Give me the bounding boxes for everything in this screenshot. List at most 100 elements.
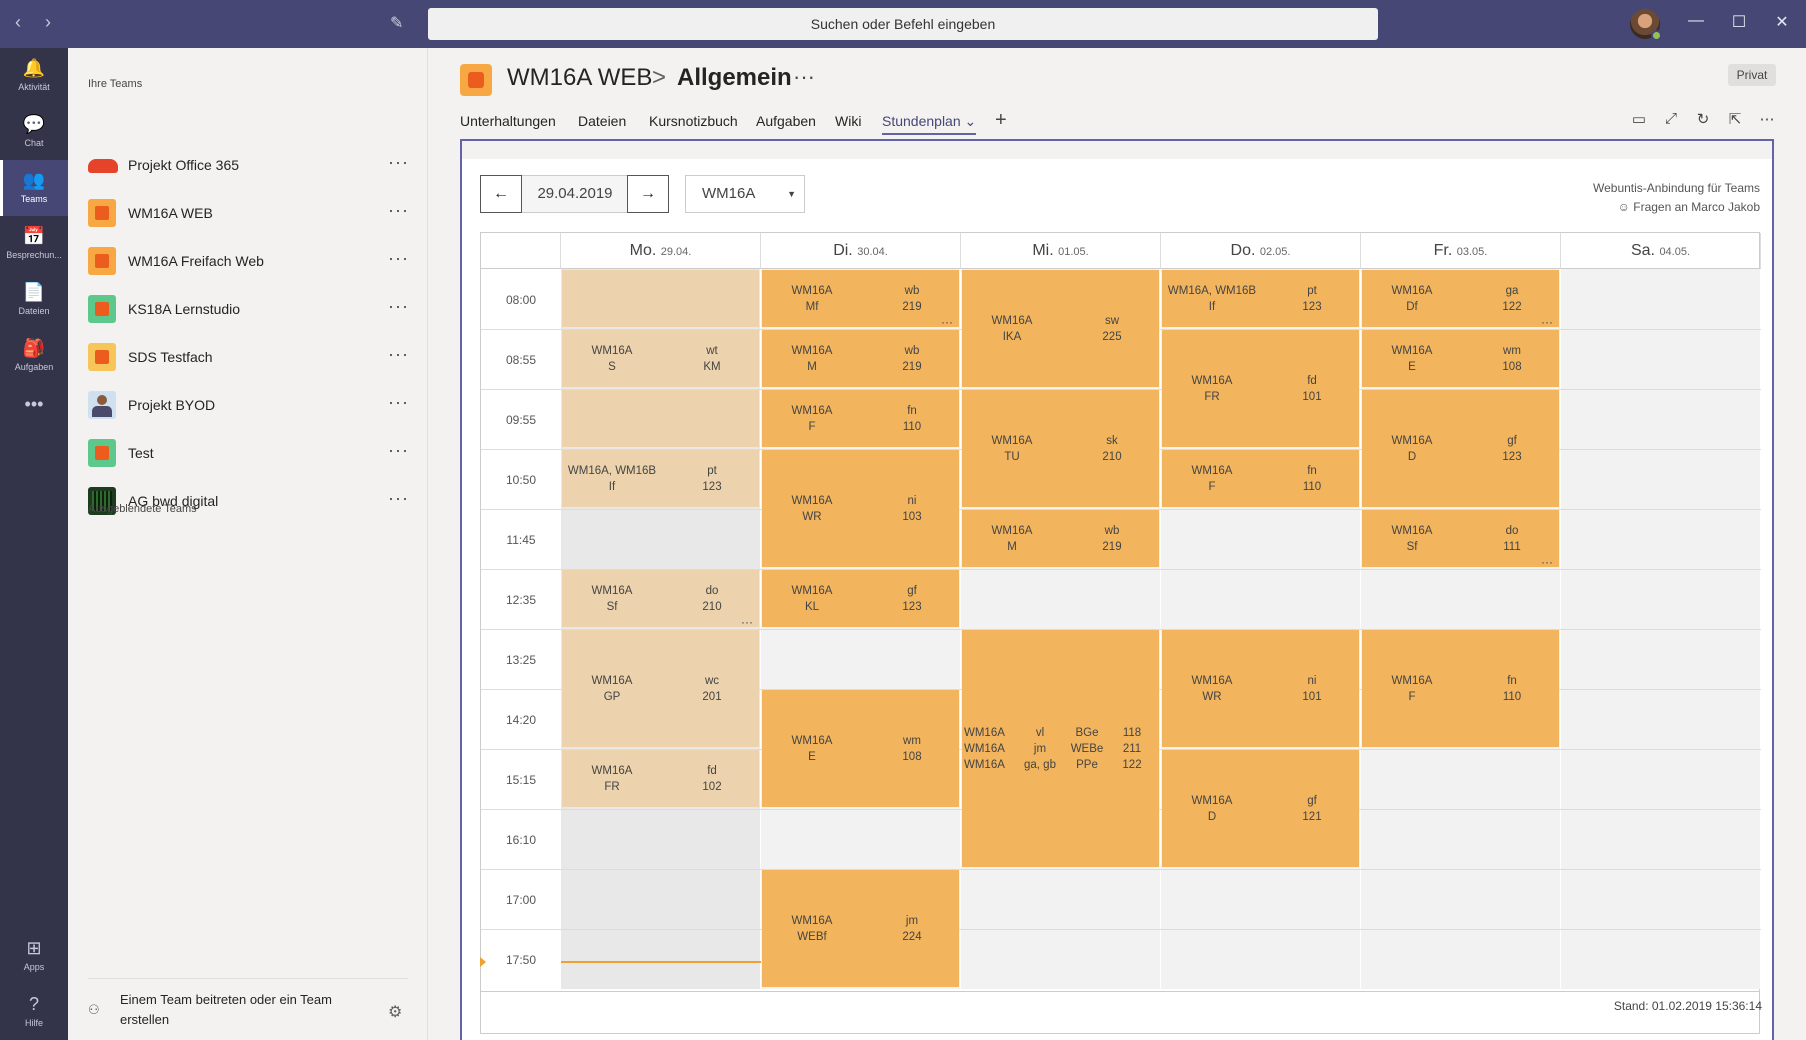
lesson-more-icon[interactable]: ··· (1541, 315, 1553, 327)
maximize-icon[interactable]: ☐ (1731, 14, 1747, 31)
gear-icon[interactable]: ⚙ (388, 1004, 403, 1021)
lesson-block[interactable]: WM16A WR ni 103 (762, 450, 959, 567)
search-input[interactable]: Suchen oder Befehl eingeben (428, 8, 1378, 40)
rail-files[interactable]: 📄 Dateien (0, 272, 68, 328)
rail-meetings-label: Besprechun... (6, 250, 62, 260)
expand-icon[interactable]: ⤢ (1664, 110, 1677, 127)
tab-wiki[interactable]: Wiki (835, 113, 862, 129)
team-avatar-icon (88, 343, 116, 371)
lesson-block[interactable]: WM16A D gf 123 (1362, 390, 1559, 507)
lesson-block[interactable]: WM16A, WM16B If pt 123 (1162, 270, 1359, 327)
more-options-icon[interactable]: ⋯ (1759, 111, 1775, 128)
class-select[interactable]: WM16A ▼ (685, 175, 805, 213)
lesson-block[interactable]: WM16A Df ga 122 ··· (1362, 270, 1559, 327)
team-more-icon[interactable]: ··· (388, 296, 409, 316)
lesson-block[interactable]: WM16A Sf do 111 ··· (1362, 510, 1559, 567)
team-name: WM16A WEB (128, 205, 213, 221)
team-more-icon[interactable]: ··· (388, 344, 409, 364)
team-title: WM16A WEB (507, 64, 653, 91)
back-arrow-icon[interactable]: ‹ (15, 12, 21, 32)
tab-timetable[interactable]: Stundenplan ⌄ (882, 113, 977, 135)
lesson-block[interactable]: WM16A TU sk 210 (962, 390, 1159, 507)
rail-chat[interactable]: 💬 Chat (0, 104, 68, 160)
lesson-block[interactable]: WM16A F fn 110 (762, 390, 959, 447)
lesson-more-icon[interactable]: ··· (741, 615, 753, 627)
day-date: 29.04. (660, 246, 692, 258)
team-more-icon[interactable]: ··· (388, 440, 409, 460)
add-tab-button[interactable]: + (995, 109, 1007, 131)
lesson-block[interactable]: WM16A, WM16B If pt 123 (562, 450, 759, 507)
team-item[interactable]: SDS Testfach ··· (68, 334, 428, 382)
frame-top-band (462, 141, 1772, 159)
lesson-block[interactable]: WM16A KL gf 123 (762, 570, 959, 627)
lesson-block[interactable]: WM16A D gf 121 (1162, 750, 1359, 867)
lesson-block[interactable]: WM16A F fn 110 (1162, 450, 1359, 507)
channel-more-button[interactable]: ··· (793, 64, 815, 89)
lesson-block[interactable]: WM16A FR fd 101 (1162, 330, 1359, 447)
team-item[interactable]: Projekt Office 365 ··· (68, 142, 428, 190)
time-label: 17:50 (505, 953, 537, 967)
team-more-icon[interactable]: ··· (388, 152, 409, 172)
team-avatar-icon (88, 487, 116, 515)
tab-assignments[interactable]: Aufgaben (756, 113, 816, 129)
tab-conversations[interactable]: Unterhaltungen (460, 113, 556, 129)
rail-teams[interactable]: 👥 Teams (0, 160, 68, 216)
rail-activity[interactable]: 🔔 Aktivität (0, 48, 68, 104)
rail-meetings[interactable]: 📅 Besprechun... (0, 216, 68, 272)
team-item[interactable]: AG bwd digital ··· (68, 478, 428, 526)
lesson-block[interactable]: WM16A F fn 110 (1362, 630, 1559, 747)
rail-more[interactable]: ••• (0, 384, 68, 440)
lesson-block[interactable]: WM16A FR fd 102 (562, 750, 759, 807)
join-team-label[interactable]: Einem Team beitreten oder ein Team erste… (120, 992, 332, 1027)
lesson-cell: WM16A Sf (1391, 525, 1433, 553)
compose-icon[interactable]: ✎ (390, 15, 404, 32)
team-item[interactable]: Test ··· (68, 430, 428, 478)
lesson-block[interactable] (562, 390, 759, 447)
lesson-block[interactable] (562, 270, 759, 327)
team-more-icon[interactable]: ··· (388, 248, 409, 268)
more-icon: ••• (24, 394, 44, 414)
rail-apps[interactable]: ⊞ Apps (0, 928, 68, 984)
reload-icon[interactable]: ↻ (1696, 111, 1710, 128)
lesson-block[interactable]: WM16A M wb 219 (962, 510, 1159, 567)
lesson-block[interactable]: WM16A WEBf jm 224 (762, 870, 959, 987)
team-avatar-icon (88, 391, 116, 419)
popout-icon[interactable]: ⇱ (1728, 111, 1742, 128)
team-avatar-icon (88, 247, 116, 275)
lesson-block[interactable]: WM16A GP wc 201 (562, 630, 759, 747)
lesson-block[interactable]: WM16A E wm 108 (762, 690, 959, 807)
rail-assignments[interactable]: 🎒 Aufgaben (0, 328, 68, 384)
team-more-icon[interactable]: ··· (388, 200, 409, 220)
team-name: Projekt Office 365 (128, 157, 240, 173)
lesson-block[interactable]: WM16A S wt KM (562, 330, 759, 387)
lesson-more-icon[interactable]: ··· (941, 315, 953, 327)
hidden-teams-heading[interactable]: Ausgeblendete Teams (88, 503, 197, 515)
webuntis-line2[interactable]: ☺ Fragen an Marco Jakob (1617, 200, 1760, 214)
close-icon[interactable]: ✕ (1775, 14, 1789, 31)
lesson-block[interactable]: WM16A WM16A WM16A vl jm ga, gb BGe WEBe PP… (962, 630, 1159, 867)
lesson-block[interactable]: WM16A E wm 108 (1362, 330, 1559, 387)
date-field[interactable]: 29.04.2019 (522, 175, 628, 213)
next-week-button[interactable]: → (627, 175, 669, 213)
team-name: AG bwd digital (128, 493, 219, 509)
minimize-icon[interactable]: — (1688, 12, 1704, 29)
tab-files[interactable]: Dateien (578, 113, 627, 129)
tab-notebook[interactable]: Kursnotizbuch (649, 113, 738, 129)
conversation-icon[interactable]: ▭ (1631, 111, 1647, 128)
lesson-block[interactable]: WM16A Mf wb 219 ··· (762, 270, 959, 327)
lesson-block[interactable]: WM16A IKA sw 225 (962, 270, 1159, 387)
team-item[interactable]: Projekt BYOD ··· (68, 382, 428, 430)
prev-week-button[interactable]: ← (480, 175, 522, 213)
team-item[interactable]: KS18A Lernstudio ··· (68, 286, 428, 334)
team-item[interactable]: WM16A Freifach Web ··· (68, 238, 428, 286)
lesson-block[interactable]: WM16A WR ni 101 (1162, 630, 1359, 747)
forward-arrow-icon[interactable]: › (45, 12, 51, 32)
rail-help[interactable]: ? Hilfe (0, 984, 68, 1040)
team-more-icon[interactable]: ··· (388, 488, 409, 508)
lesson-block[interactable]: WM16A M wb 219 (762, 330, 959, 387)
lesson-block[interactable]: WM16A Sf do 210 ··· (562, 570, 759, 627)
team-more-icon[interactable]: ··· (388, 392, 409, 412)
lesson-cell: jm 224 (902, 915, 922, 943)
team-item[interactable]: WM16A WEB ··· (68, 190, 428, 238)
lesson-more-icon[interactable]: ··· (1541, 555, 1553, 567)
